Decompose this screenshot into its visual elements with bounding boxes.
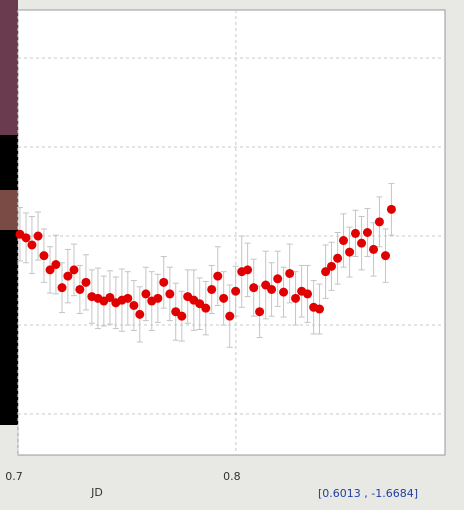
- data-point: [315, 304, 325, 314]
- side-image: [0, 0, 18, 135]
- data-point: [165, 289, 175, 299]
- data-point: [201, 303, 211, 313]
- data-point: [350, 228, 360, 238]
- data-point: [338, 236, 348, 246]
- data-point: [51, 260, 61, 270]
- data-point: [285, 268, 295, 278]
- data-point: [362, 228, 372, 237]
- data-point: [57, 283, 67, 293]
- data-point: [345, 247, 355, 257]
- x-tick-label: 0.7: [5, 470, 23, 483]
- data-point: [27, 240, 37, 250]
- plot-area: [17, 9, 446, 456]
- plot-layer: [15, 10, 445, 455]
- data-point: [129, 300, 139, 310]
- data-point: [135, 309, 145, 319]
- data-point: [303, 289, 313, 299]
- data-point: [321, 267, 331, 277]
- data-point: [279, 287, 289, 297]
- data-point: [243, 265, 253, 275]
- data-point: [69, 265, 79, 275]
- data-point: [326, 261, 336, 271]
- data-point: [177, 311, 187, 321]
- cursor-readout: [0.6013 , -1.6684]: [318, 487, 418, 500]
- data-point: [255, 307, 265, 317]
- data-point: [159, 277, 169, 287]
- side-image: [0, 230, 18, 425]
- data-point: [105, 292, 115, 302]
- data-point: [207, 284, 217, 294]
- data-point: [231, 286, 241, 296]
- data-point: [369, 244, 379, 254]
- side-image: [0, 135, 18, 190]
- data-point: [33, 231, 43, 241]
- data-point: [81, 277, 91, 287]
- data-point: [381, 251, 391, 261]
- side-image: [0, 190, 18, 230]
- data-point: [213, 271, 223, 281]
- data-point: [75, 284, 85, 294]
- data-point: [291, 293, 301, 303]
- data-point: [267, 284, 277, 294]
- data-point: [63, 271, 73, 281]
- data-point: [374, 217, 384, 227]
- data-point: [153, 293, 163, 303]
- data-point: [273, 274, 283, 284]
- x-axis-label: JD: [90, 486, 103, 499]
- data-point: [219, 293, 229, 303]
- data-point: [225, 311, 235, 321]
- data-point: [141, 289, 151, 299]
- data-point: [45, 265, 55, 275]
- data-point: [39, 251, 49, 261]
- data-point: [386, 204, 396, 214]
- data-point: [333, 253, 343, 263]
- data-point: [249, 283, 259, 293]
- data-point: [21, 233, 31, 243]
- data-point: [123, 293, 133, 303]
- data-point: [357, 238, 367, 248]
- x-tick-label: 0.8: [223, 470, 241, 483]
